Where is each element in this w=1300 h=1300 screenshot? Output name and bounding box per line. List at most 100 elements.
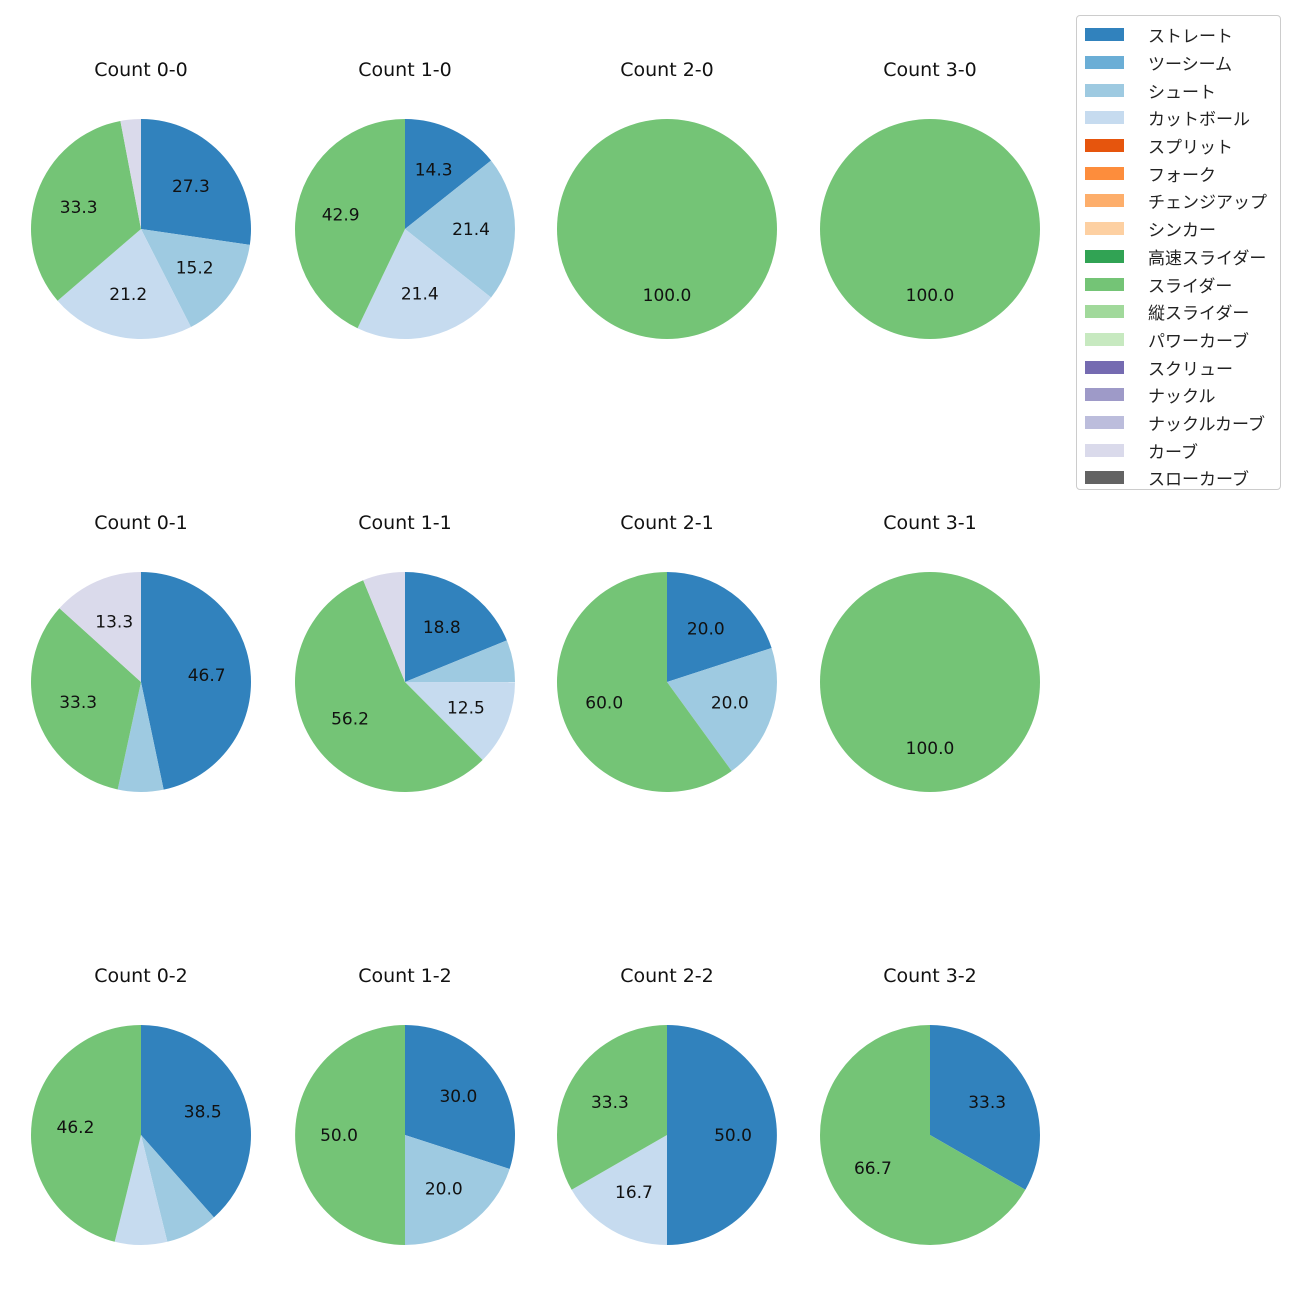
pie-slice <box>405 1135 510 1245</box>
legend-swatch <box>1085 388 1124 402</box>
slice-label: 56.2 <box>331 710 369 730</box>
pie-count-0-0: Count 0-0 27.3 15.2 21.2 33.3 <box>30 59 251 339</box>
pie-slice <box>667 1025 777 1245</box>
pie-title: Count 1-2 <box>358 965 452 987</box>
legend-item: スプリット <box>1077 132 1280 160</box>
legend-label: ツーシーム <box>1148 55 1233 76</box>
pie-title: Count 0-2 <box>94 965 188 987</box>
pie-slice <box>114 1135 168 1245</box>
pie-count-3-1: Count 3-1 100.0 <box>820 512 1040 792</box>
legend-swatch <box>1085 139 1124 153</box>
legend-swatch <box>1085 332 1124 346</box>
legend-swatch <box>1085 277 1124 291</box>
pie-count-2-0: Count 2-0 100.0 <box>557 59 777 339</box>
legend-label: 高速スライダー <box>1148 248 1267 269</box>
pie-slice <box>295 1025 405 1245</box>
pie-slice <box>141 229 250 328</box>
pie-count-3-0: Count 3-0 100.0 <box>820 59 1040 339</box>
pie-title: Count 2-0 <box>620 59 714 81</box>
legend-swatch <box>1085 360 1124 374</box>
legend-label: ナックル <box>1148 387 1216 408</box>
legend-item: ストレート <box>1077 21 1280 49</box>
slice-label: 60.0 <box>585 693 623 713</box>
pie-title: Count 2-2 <box>620 965 714 987</box>
pie-slice <box>557 572 732 792</box>
slice-label: 42.9 <box>322 205 360 225</box>
legend-label: カーブ <box>1148 442 1198 463</box>
legend-swatch <box>1085 471 1124 485</box>
pie-count-1-0: Count 1-0 14.3 21.4 21.4 42.9 <box>294 59 516 339</box>
pie-slice <box>294 119 405 329</box>
pie-count-0-2: Count 0-2 38.5 46.2 <box>31 965 251 1245</box>
slice-label: 100.0 <box>643 286 692 306</box>
legend-label: スローカーブ <box>1148 470 1249 491</box>
pie-title: Count 0-0 <box>94 59 188 81</box>
pie-slice <box>357 229 492 339</box>
pie-slice <box>820 1025 1026 1245</box>
slice-label: 16.7 <box>615 1183 653 1203</box>
slice-label: 21.4 <box>401 284 439 304</box>
slice-label: 14.3 <box>415 161 453 181</box>
slice-label: 50.0 <box>320 1126 358 1146</box>
pie-slice <box>557 119 777 339</box>
legend-label: シュート <box>1148 82 1216 103</box>
legend: ストレート ツーシーム シュート カットボール スプリット フォーク チェンジアップ シンカー… <box>1076 15 1281 490</box>
slice-label: 33.3 <box>60 198 98 218</box>
legend-swatch <box>1085 305 1124 319</box>
legend-label: カットボール <box>1148 110 1250 131</box>
slice-label: 20.0 <box>425 1179 463 1199</box>
slice-label: 27.3 <box>172 177 210 197</box>
pie-title: Count 1-0 <box>358 59 452 81</box>
pie-slice <box>363 572 405 682</box>
legend-swatch <box>1085 111 1124 125</box>
pie-slice <box>141 1025 251 1218</box>
pie-slice <box>405 572 507 682</box>
pie-slice <box>820 119 1040 339</box>
slice-label: 15.2 <box>176 258 214 278</box>
slice-label: 33.3 <box>59 693 97 713</box>
pie-slice <box>556 1025 667 1190</box>
pie-slice <box>120 119 141 229</box>
legend-item: シュート <box>1077 76 1280 104</box>
legend-label: パワーカーブ <box>1148 331 1249 352</box>
slice-label: 66.7 <box>854 1159 892 1179</box>
legend-swatch <box>1085 194 1124 208</box>
slice-label: 100.0 <box>906 286 955 306</box>
pie-slice <box>30 120 142 301</box>
pie-slice <box>31 608 141 790</box>
legend-item: カーブ <box>1077 436 1280 464</box>
pie-slice <box>117 682 164 792</box>
slice-label: 13.3 <box>95 613 133 633</box>
pie-slice <box>405 1025 515 1169</box>
slice-label: 21.4 <box>452 220 490 240</box>
legend-label: 縦スライダー <box>1148 304 1250 325</box>
legend-swatch <box>1085 83 1124 97</box>
legend-swatch <box>1085 249 1124 263</box>
pie-slice <box>405 119 492 229</box>
slice-label: 33.3 <box>591 1093 629 1113</box>
legend-item: フォーク <box>1077 159 1280 187</box>
legend-item: カットボール <box>1077 104 1280 132</box>
legend-swatch <box>1085 28 1124 42</box>
pie-title: Count 2-1 <box>620 512 714 534</box>
pie-slice <box>405 160 516 298</box>
pie-slice <box>294 580 483 792</box>
slice-label: 100.0 <box>906 739 955 759</box>
pie-slice <box>31 1025 142 1242</box>
pie-slice <box>57 229 191 339</box>
legend-swatch <box>1085 415 1124 429</box>
slice-label: 12.5 <box>447 698 485 718</box>
legend-label: スクリュー <box>1148 359 1233 380</box>
slice-label: 46.2 <box>57 1118 95 1138</box>
slice-label: 21.2 <box>109 285 147 305</box>
pie-title: Count 1-1 <box>358 512 452 534</box>
legend-label: ストレート <box>1148 27 1233 48</box>
legend-item: パワーカーブ <box>1077 326 1280 354</box>
legend-label: シンカー <box>1148 221 1216 242</box>
legend-swatch <box>1085 222 1124 236</box>
legend-item: スライダー <box>1077 270 1280 298</box>
legend-item: 高速スライダー <box>1077 243 1280 271</box>
legend-item: ツーシーム <box>1077 49 1280 77</box>
pie-slice <box>571 1135 667 1245</box>
